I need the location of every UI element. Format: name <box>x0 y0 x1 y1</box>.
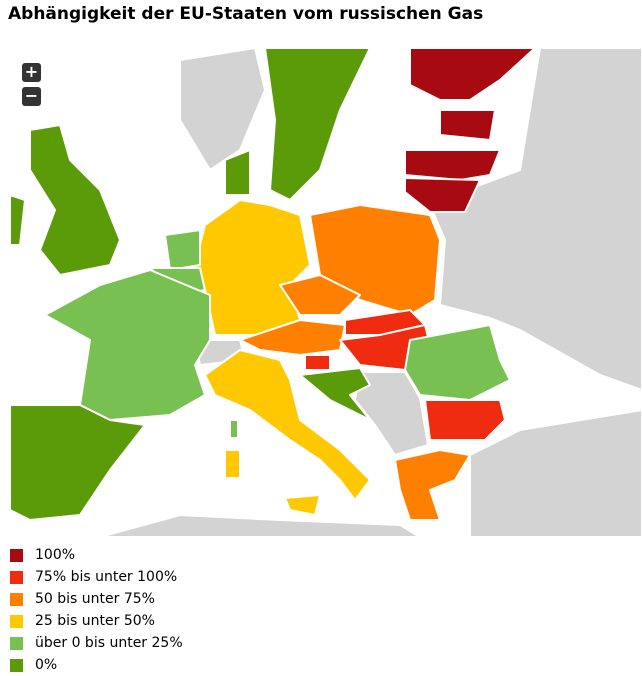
country[interactable] <box>409 48 536 101</box>
zoom-out[interactable]: − <box>22 87 41 106</box>
country[interactable] <box>239 319 346 356</box>
legend-label: 75% bis unter 100% <box>35 569 178 585</box>
country[interactable] <box>44 269 211 421</box>
legend-item: 100% <box>10 544 183 566</box>
country[interactable] <box>304 354 331 371</box>
land <box>99 514 421 537</box>
country[interactable] <box>404 149 501 181</box>
legend-label: über 0 bis unter 25% <box>35 635 183 651</box>
country[interactable] <box>9 404 146 521</box>
legend-swatch <box>10 658 23 672</box>
title: Abhängigkeit der EU-Staaten vom russisch… <box>8 4 484 24</box>
legend-label: 100% <box>35 547 76 563</box>
country[interactable] <box>229 419 239 439</box>
legend-label: 25 bis unter 50% <box>35 613 155 629</box>
land <box>469 409 642 537</box>
country[interactable] <box>164 229 201 271</box>
country[interactable] <box>264 48 371 201</box>
legend-swatch <box>10 614 23 628</box>
legend-item: 25 bis unter 50% <box>10 610 183 632</box>
legend-swatch <box>10 570 23 584</box>
land <box>179 48 266 171</box>
country[interactable] <box>29 124 121 276</box>
legend-item: 0% <box>10 654 183 676</box>
country[interactable] <box>284 494 321 516</box>
country[interactable] <box>224 149 251 196</box>
legend-label: 0% <box>35 657 58 673</box>
map[interactable] <box>0 48 642 537</box>
legend-item: 75% bis unter 100% <box>10 566 183 588</box>
country[interactable] <box>279 274 361 316</box>
legend: 100% 75% bis unter 100% 50 bis unter 75% 25… <box>10 544 183 676</box>
legend-swatch <box>10 548 23 562</box>
country[interactable] <box>439 109 496 141</box>
country[interactable] <box>424 399 506 441</box>
country[interactable] <box>9 194 26 246</box>
legend-swatch <box>10 592 23 606</box>
other-land <box>99 48 642 537</box>
legend-swatch <box>10 636 23 650</box>
country[interactable] <box>404 324 511 401</box>
legend-item: 50 bis unter 75% <box>10 588 183 610</box>
country[interactable] <box>224 449 241 479</box>
land <box>429 48 642 391</box>
legend-label: 50 bis unter 75% <box>35 591 155 607</box>
countries <box>9 48 536 521</box>
legend-item: über 0 bis unter 25% <box>10 632 183 654</box>
country[interactable] <box>299 367 371 421</box>
zoom-in[interactable]: + <box>22 63 41 82</box>
country[interactable] <box>194 199 311 336</box>
country[interactable] <box>204 349 371 501</box>
country[interactable] <box>404 177 481 213</box>
country[interactable] <box>394 449 471 521</box>
